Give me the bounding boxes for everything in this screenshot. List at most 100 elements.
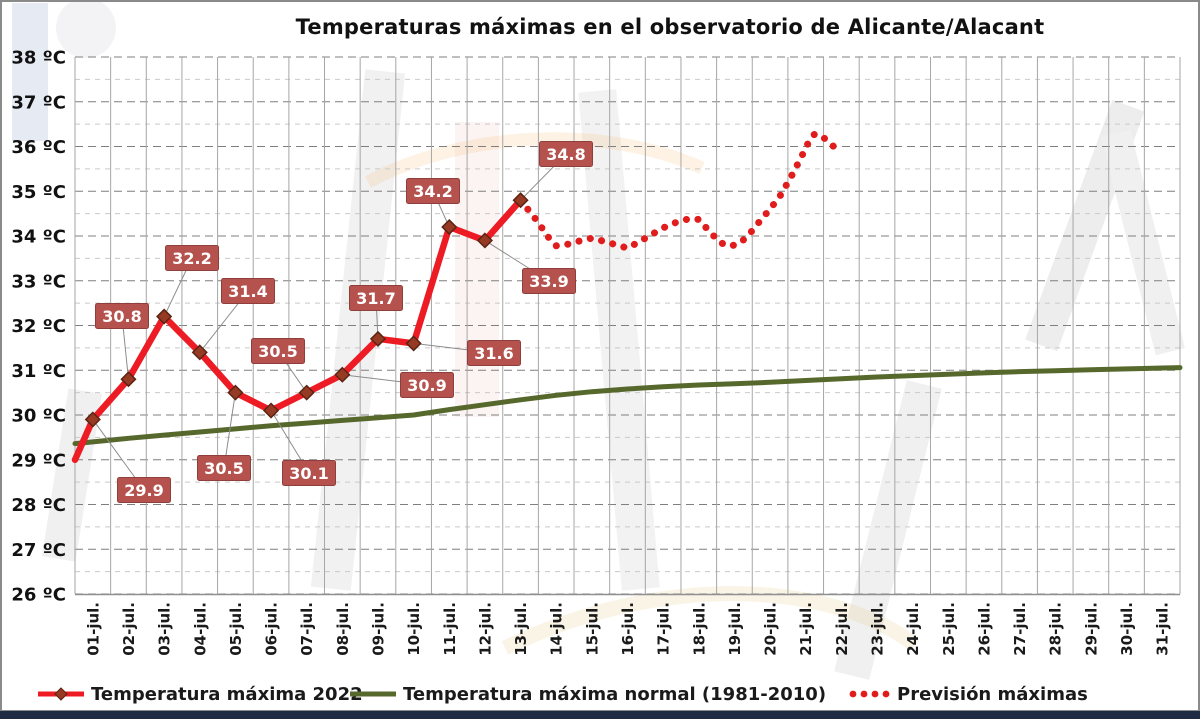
x-axis-tick-label: 29-jul. — [1082, 602, 1100, 656]
y-axis-tick-label: 31 ºC — [11, 361, 66, 382]
x-axis-tick-label: 02-jul. — [120, 602, 138, 656]
data-point-marker — [156, 308, 173, 325]
x-axis-tick-label: 09-jul. — [370, 602, 388, 656]
data-point-marker — [334, 366, 351, 383]
x-axis-tick-label: 28-jul. — [1047, 602, 1065, 656]
x-axis-tick-label: 13-jul. — [512, 602, 530, 656]
data-point-marker — [512, 192, 529, 209]
y-axis-tick-label: 34 ºC — [11, 227, 66, 248]
x-axis-tick-label: 04-jul. — [191, 602, 209, 656]
data-label-value: 29.9 — [124, 481, 163, 500]
y-axis-labels: 38 ºC 37 ºC 36 ºC 35 ºC 34 ºC 33 ºC 32 ºC 31 ºC… — [11, 48, 66, 606]
data-point-marker — [298, 384, 315, 401]
y-axis-tick-label: 32 ºC — [11, 316, 66, 337]
legend-label-2022: Temperatura máxima 2022 — [91, 683, 363, 705]
y-axis-tick-label: 36 ºC — [11, 137, 66, 158]
y-axis-tick-label: 27 ºC — [11, 540, 66, 561]
x-axis-tick-label: 14-jul. — [548, 602, 566, 656]
x-axis-tick-label: 11-jul. — [441, 602, 459, 656]
x-axis-tick-label: 18-jul. — [690, 602, 708, 656]
data-label-value: 31.7 — [356, 289, 395, 308]
x-axis-tick-label: 20-jul. — [762, 602, 780, 656]
x-axis-tick-label: 06-jul. — [263, 602, 281, 656]
series-2022-markers — [84, 192, 529, 428]
data-label-box — [400, 372, 454, 398]
x-axis-tick-label: 26-jul. — [976, 602, 994, 656]
x-axis-tick-label: 08-jul. — [334, 602, 352, 656]
data-label-box — [221, 278, 275, 304]
y-axis-tick-label: 38 ºC — [11, 48, 66, 69]
data-point-marker — [369, 330, 387, 347]
y-axis-tick-label: 37 ºC — [11, 92, 66, 113]
y-axis-tick-label: 29 ºC — [11, 450, 66, 471]
y-axis-tick-label: 28 ºC — [11, 495, 66, 516]
data-label-value: 31.6 — [474, 344, 513, 363]
chart-title: Temperaturas máximas en el observatorio … — [295, 15, 1045, 39]
data-label-box — [282, 460, 336, 486]
data-point-marker — [191, 344, 208, 361]
x-axis-tick-label: 27-jul. — [1011, 602, 1029, 656]
data-label-box — [539, 141, 593, 167]
x-axis-tick-label: 01-jul. — [84, 602, 102, 656]
data-label-box — [251, 338, 305, 364]
legend-swatch-red-line-diamond-icon — [36, 686, 86, 702]
data-label-value: 30.9 — [407, 376, 446, 395]
data-label-box — [406, 178, 460, 204]
data-label-value: 33.9 — [529, 272, 568, 291]
x-axis-tick-label: 05-jul. — [227, 602, 245, 656]
data-label-value: 34.8 — [546, 145, 585, 164]
data-point-marker — [476, 232, 493, 249]
data-label-box — [95, 303, 149, 329]
aemet-watermark — [12, 0, 1185, 680]
data-label-box — [522, 268, 576, 294]
gridlines — [74, 56, 1181, 596]
data-label-box — [467, 340, 521, 366]
x-axis-tick-label: 22-jul. — [833, 602, 851, 656]
data-label-box — [117, 477, 171, 503]
data-label-value: 30.1 — [289, 464, 328, 483]
series-2022-line — [71, 196, 524, 464]
legend-label-forecast: Previsión máximas — [897, 683, 1088, 705]
x-axis-tick-label: 17-jul. — [655, 602, 673, 656]
legend-item-normal: Temperatura máxima normal (1981-2010) — [348, 680, 826, 708]
x-axis-tick-label: 03-jul. — [156, 602, 174, 656]
data-label-box — [165, 245, 219, 271]
x-axis-tick-label: 21-jul. — [797, 602, 815, 656]
data-point-marker — [84, 411, 101, 428]
y-axis-tick-label: 30 ºC — [11, 406, 66, 427]
data-labels: 29.9 30.8 32.2 31.4 30.5 30.1 30.5 30.9 31.7 31.6… — [92, 141, 593, 503]
x-axis-tick-label: 30-jul. — [1118, 602, 1136, 656]
y-axis-tick-label: 35 ºC — [11, 182, 66, 203]
data-point-marker — [441, 218, 458, 236]
data-point-marker — [262, 402, 280, 419]
x-axis-tick-label: 12-jul. — [476, 602, 494, 656]
legend: Temperatura máxima 2022 Temperatura máxi… — [0, 680, 1200, 710]
data-label-value: 34.2 — [413, 182, 452, 201]
data-label-box — [349, 285, 403, 311]
x-axis-labels: 01-jul. 02-jul. 03-jul. 04-jul. 05-jul. 06-ju… — [84, 602, 1171, 656]
x-axis-tick-label: 10-jul. — [405, 602, 423, 656]
x-axis-tick-label: 31-jul. — [1154, 602, 1172, 656]
data-point-marker — [120, 371, 137, 388]
legend-label-normal: Temperatura máxima normal (1981-2010) — [403, 683, 827, 705]
x-axis-tick-label: 15-jul. — [583, 602, 601, 656]
data-label-value: 31.4 — [228, 282, 267, 301]
data-label-value: 30.5 — [204, 459, 243, 478]
data-point-marker — [405, 335, 422, 352]
y-axis-tick-label: 33 ºC — [11, 271, 66, 292]
legend-item-2022: Temperatura máxima 2022 — [36, 680, 363, 708]
data-label-value: 30.5 — [258, 342, 297, 361]
data-point-marker — [227, 384, 244, 401]
data-label-value: 30.8 — [102, 307, 141, 326]
x-axis-tick-label: 24-jul. — [904, 602, 922, 656]
legend-item-forecast: Previsión máximas — [846, 680, 1088, 708]
x-axis-tick-label: 23-jul. — [869, 602, 887, 656]
bottom-bar — [0, 711, 1200, 719]
data-label-value: 32.2 — [172, 249, 211, 268]
data-label-box — [197, 455, 251, 481]
series-forecast-line — [517, 130, 845, 252]
x-axis-tick-label: 16-jul. — [619, 602, 637, 656]
y-axis-tick-label: 26 ºC — [11, 585, 66, 606]
legend-swatch-green-line-icon — [348, 686, 398, 702]
